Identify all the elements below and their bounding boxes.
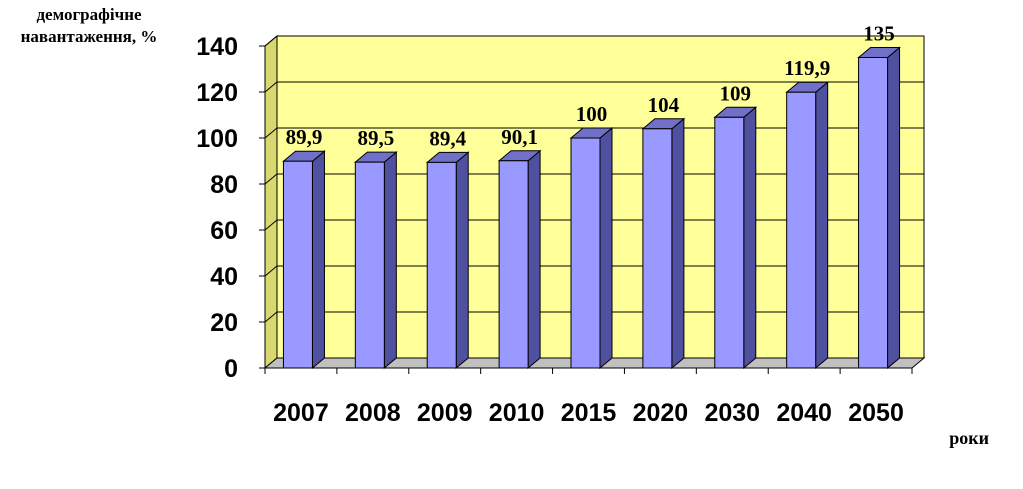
gridline-side [264,81,278,93]
y-tick-label: 140 [196,33,238,61]
bar [282,160,313,369]
data-label: 89,4 [429,126,466,150]
data-label: 119,9 [784,56,830,80]
bar [426,161,457,369]
x-tick-label: 2007 [273,399,329,427]
bar-side [311,150,325,370]
y-tick-label: 40 [210,263,238,291]
bar-side [743,106,757,370]
bar-side [383,151,397,370]
data-label: 104 [648,93,680,117]
x-tick-label: 2040 [776,399,832,427]
x-tick-label: 2030 [704,399,760,427]
gridline-side [264,311,278,323]
bar-side [455,151,469,370]
data-label: 100 [576,102,608,126]
bar-side [671,117,685,370]
gridline-side [264,265,278,277]
data-label: 89,9 [286,125,323,149]
data-label: 89,5 [357,126,394,150]
y-tick-label: 20 [210,309,238,337]
gridline-side [264,35,278,47]
bar [714,116,745,369]
y-tick-label: 120 [196,79,238,107]
y-axis-label-line-2: навантаження, % [20,27,158,46]
gridline-side [264,219,278,231]
y-axis-label: демографічне навантаження, % [0,4,178,48]
y-tick-label: 80 [210,171,238,199]
x-tick-label: 2009 [417,399,473,427]
bar [354,161,385,369]
y-axis-label-line-1: демографічне [36,5,142,24]
data-label: 90,1 [501,125,538,149]
bar [858,57,889,369]
y-tick-label: 60 [210,217,238,245]
bar-side [599,126,613,370]
bar-side [527,149,541,370]
bar [498,160,529,369]
bar [570,137,601,369]
gridline-side [264,127,278,139]
x-tick-label: 2008 [345,399,401,427]
x-tick-label: 2020 [633,399,689,427]
data-label: 135 [863,22,895,46]
bar-side [815,81,829,370]
plot-side-wall [264,34,278,370]
y-tick-label: 100 [196,125,238,153]
x-tick-label: 2050 [848,399,904,427]
bar [786,91,817,369]
x-tick-label: 2015 [561,399,617,427]
data-label: 109 [720,81,752,105]
x-tick-label: 2010 [489,399,545,427]
bar [642,128,673,369]
x-axis-label: роки [949,428,989,448]
y-tick-label: 0 [224,355,238,383]
gridline-side [264,173,278,185]
bar-side [887,46,901,370]
